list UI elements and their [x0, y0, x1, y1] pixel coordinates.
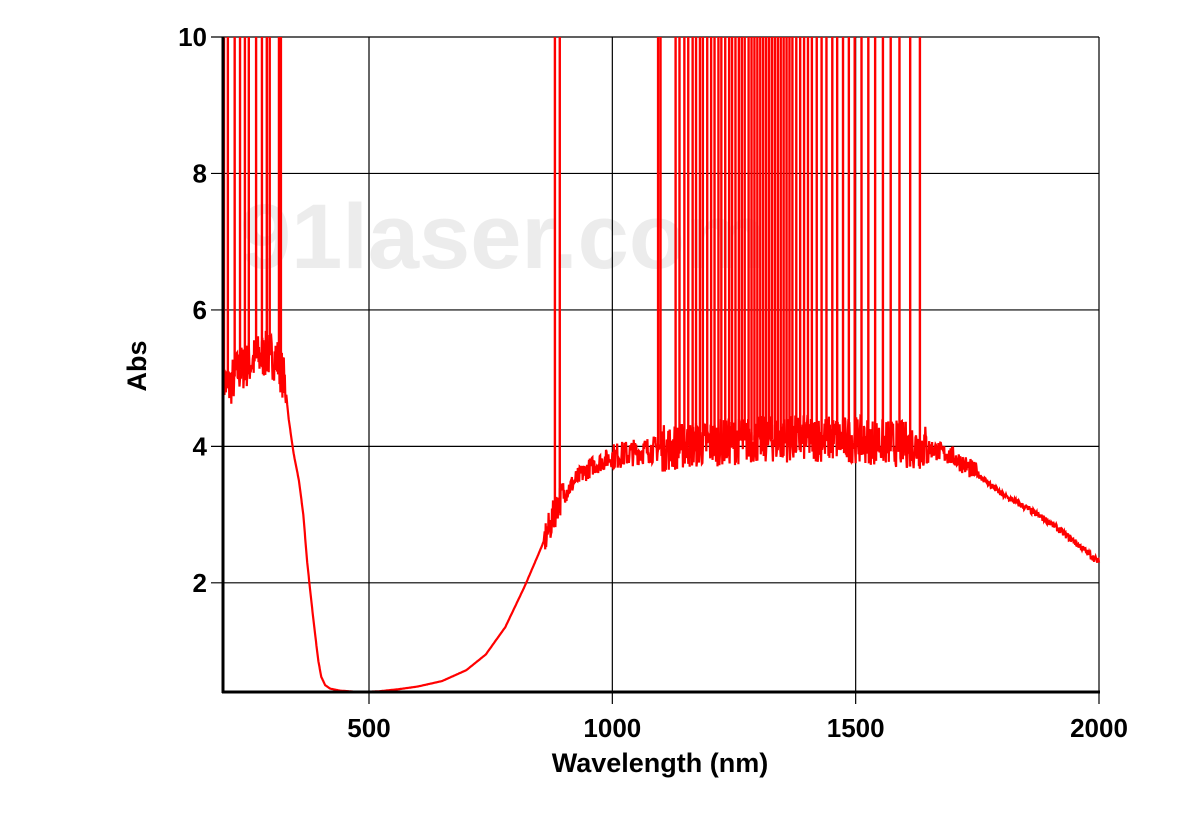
- x-tick-label: 500: [347, 713, 390, 743]
- y-tick-label: 4: [193, 431, 208, 461]
- y-axis-label: Abs: [122, 340, 152, 391]
- x-tick-label: 1500: [827, 713, 885, 743]
- y-tick-label: 6: [193, 295, 207, 325]
- x-tick-label: 2000: [1070, 713, 1128, 743]
- y-tick-label: 2: [193, 568, 207, 598]
- tick-labels: 500 1000 1500 2000 2 4 6 8 10: [178, 22, 1128, 743]
- x-axis-label: Wavelength (nm): [552, 748, 769, 778]
- grid: [211, 36, 1100, 704]
- y-tick-label: 8: [193, 158, 207, 188]
- plot-series: [221, 37, 1101, 694]
- x-tick-label: 1000: [583, 713, 641, 743]
- y-tick-label: 10: [178, 22, 207, 52]
